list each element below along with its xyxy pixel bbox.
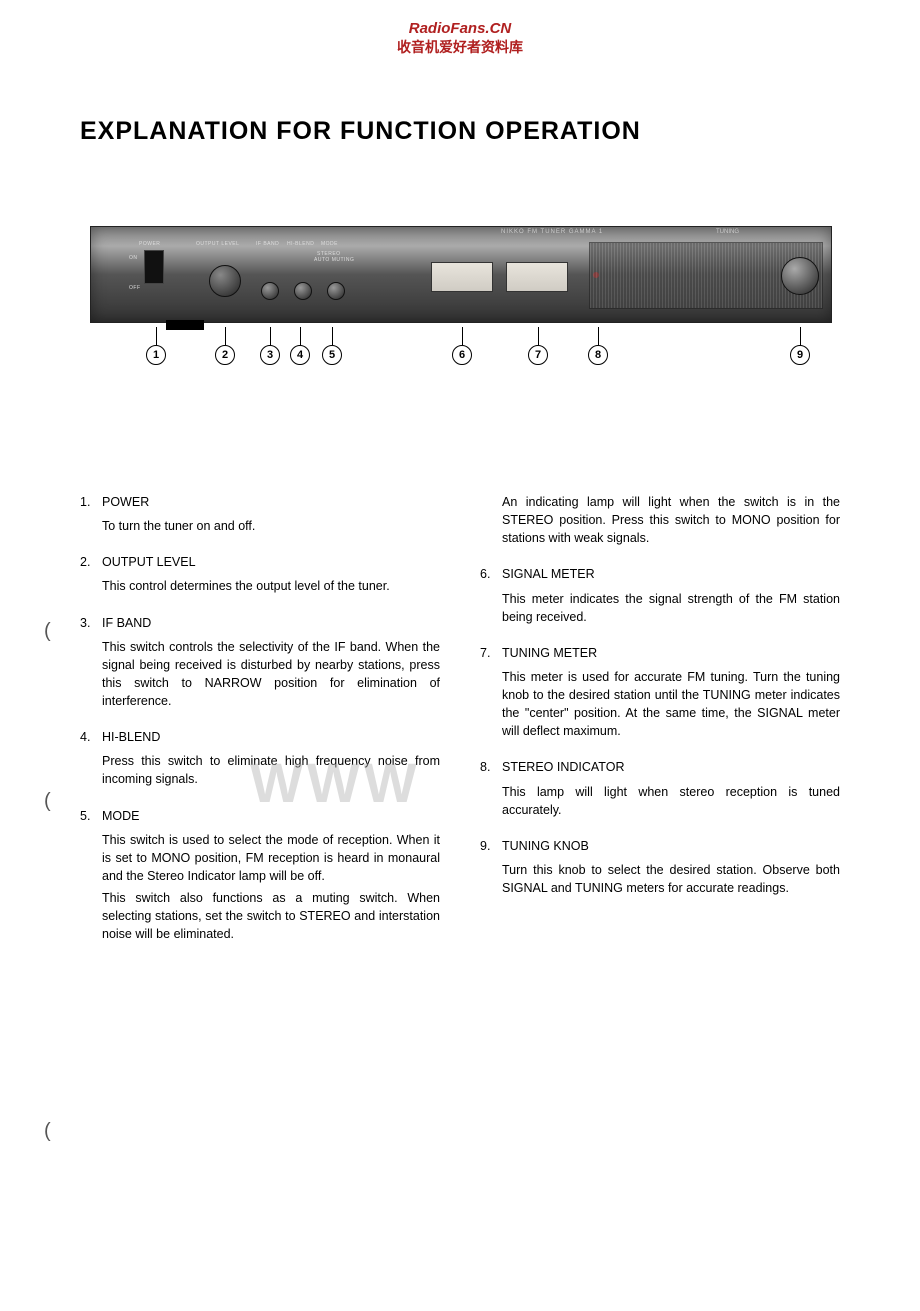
item-number: 8. [480, 758, 502, 822]
item-body: STEREO INDICATOR This lamp will light whe… [502, 758, 840, 822]
item-description: This meter indicates the signal strength… [502, 590, 840, 626]
item-paragraph: Turn this knob to select the desired sta… [502, 861, 840, 897]
item-number: 3. [80, 614, 102, 715]
description-item: 2.OUTPUT LEVEL This control determines th… [80, 553, 440, 599]
left-column: 1.POWERTo turn the tuner on and off.2.OU… [80, 493, 440, 961]
item-number: 2. [80, 553, 102, 599]
item-paragraph: To turn the tuner on and off. [102, 517, 440, 535]
output-knob [209, 265, 241, 297]
page-title: EXPLANATION FOR FUNCTION OPERATION [80, 117, 840, 146]
item-paragraph: This meter indicates the signal strength… [502, 590, 840, 626]
item-number: 5. [80, 807, 102, 948]
item-body: IF BAND This switch controls the selectiv… [102, 614, 440, 715]
callout-6: 6 [452, 327, 472, 365]
right-column: An indicating lamp will light when the s… [480, 493, 840, 961]
description-item: 5.MODE This switch is used to select the … [80, 807, 440, 948]
description-item: 7.TUNING METER This meter is used for acc… [480, 644, 840, 745]
model-label: NIKKO FM TUNER GAMMA 1 [501, 229, 603, 235]
item-number: 6. [480, 565, 502, 629]
scan-mark: ( [44, 790, 51, 813]
item-number [480, 493, 502, 551]
item-heading: STEREO INDICATOR [502, 758, 840, 776]
label-on: ON [129, 255, 138, 261]
item-description: This meter is used for accurate FM tunin… [502, 668, 840, 741]
callout-3: 3 [260, 327, 280, 365]
callout-8: 8 [588, 327, 608, 365]
item-description: Press this switch to eliminate high freq… [102, 752, 440, 788]
tuning-label: TUNING [716, 229, 739, 235]
item-description: An indicating lamp will light when the s… [502, 493, 840, 547]
description-item: 3.IF BAND This switch controls the select… [80, 614, 440, 715]
push-buttons [261, 247, 345, 300]
tuner-body: NIKKO FM TUNER GAMMA 1 TUNING POWER ON O… [90, 226, 832, 323]
item-paragraph: An indicating lamp will light when the s… [502, 493, 840, 547]
hiblend-button [294, 282, 312, 300]
callout-5: 5 [322, 327, 342, 365]
callout-2: 2 [215, 327, 235, 365]
item-number: 4. [80, 728, 102, 792]
item-body: HI-BLEND Press this switch to eliminate h… [102, 728, 440, 792]
item-number: 1. [80, 493, 102, 539]
description-item: 6.SIGNAL METER This meter indicates the s… [480, 565, 840, 629]
item-paragraph: This control determines the output level… [102, 577, 440, 595]
item-heading: SIGNAL METER [502, 565, 840, 583]
item-heading: TUNING METER [502, 644, 840, 662]
item-paragraph: This switch controls the selectivity of … [102, 638, 440, 711]
item-body: OUTPUT LEVEL This control determines the … [102, 553, 440, 599]
base-foot [166, 320, 204, 330]
callout-1: 1 [146, 327, 166, 365]
power-switch [141, 242, 166, 307]
item-paragraph: Press this switch to eliminate high freq… [102, 752, 440, 788]
tuning-meter [506, 262, 568, 292]
item-body: TUNING KNOB Turn this knob to select the … [502, 837, 840, 901]
description-item: 8.STEREO INDICATOR This lamp will light w… [480, 758, 840, 822]
power-rocker [144, 250, 164, 284]
item-heading: POWER [102, 493, 440, 511]
item-description: This control determines the output level… [102, 577, 440, 595]
tuner-diagram: NIKKO FM TUNER GAMMA 1 TUNING POWER ON O… [90, 226, 830, 323]
signal-meter [431, 262, 493, 292]
ifband-button [261, 282, 279, 300]
item-description: Turn this knob to select the desired sta… [502, 861, 840, 897]
watermark-site: RadioFans.CN [80, 20, 840, 37]
item-number: 7. [480, 644, 502, 745]
item-description: To turn the tuner on and off. [102, 517, 440, 535]
document-page: RadioFans.CN 收音机爱好者资料库 EXPLANATION FOR F… [0, 0, 920, 1021]
mode-button [327, 282, 345, 300]
item-body: SIGNAL METER This meter indicates the sig… [502, 565, 840, 629]
item-body: An indicating lamp will light when the s… [502, 493, 840, 551]
item-description: This lamp will light when stereo recepti… [502, 783, 840, 819]
item-paragraph: This lamp will light when stereo recepti… [502, 783, 840, 819]
description-item: 4.HI-BLEND Press this switch to eliminate… [80, 728, 440, 792]
item-description: This switch is used to select the mode o… [102, 831, 440, 944]
item-body: POWER To turn the tuner on and off. [102, 493, 440, 539]
description-item: An indicating lamp will light when the s… [480, 493, 840, 551]
callout-7: 7 [528, 327, 548, 365]
watermark-subtitle: 收音机爱好者资料库 [80, 37, 840, 57]
item-paragraph: This switch is used to select the mode o… [102, 831, 440, 885]
label-off: OFF [129, 285, 141, 291]
tuning-knob [781, 257, 819, 295]
item-paragraph: This meter is used for accurate FM tunin… [502, 668, 840, 741]
scan-mark: ( [44, 620, 51, 643]
item-body: MODE This switch is used to select the mo… [102, 807, 440, 948]
callout-9: 9 [790, 327, 810, 365]
description-item: 1.POWER To turn the tuner on and off. [80, 493, 440, 539]
item-heading: IF BAND [102, 614, 440, 632]
header-watermark: RadioFans.CN 收音机爱好者资料库 [80, 20, 840, 57]
item-heading: TUNING KNOB [502, 837, 840, 855]
output-level-knob-area [209, 247, 241, 297]
description-columns: 1.POWERTo turn the tuner on and off.2.OU… [80, 493, 840, 961]
description-item: 9.TUNING KNOB Turn this knob to select th… [480, 837, 840, 901]
callout-4: 4 [290, 327, 310, 365]
item-description: This switch controls the selectivity of … [102, 638, 440, 711]
item-body: TUNING METER This meter is used for accur… [502, 644, 840, 745]
item-heading: OUTPUT LEVEL [102, 553, 440, 571]
item-heading: MODE [102, 807, 440, 825]
scan-mark: ( [44, 1120, 51, 1143]
item-heading: HI-BLEND [102, 728, 440, 746]
item-number: 9. [480, 837, 502, 901]
item-paragraph: This switch also functions as a muting s… [102, 889, 440, 943]
